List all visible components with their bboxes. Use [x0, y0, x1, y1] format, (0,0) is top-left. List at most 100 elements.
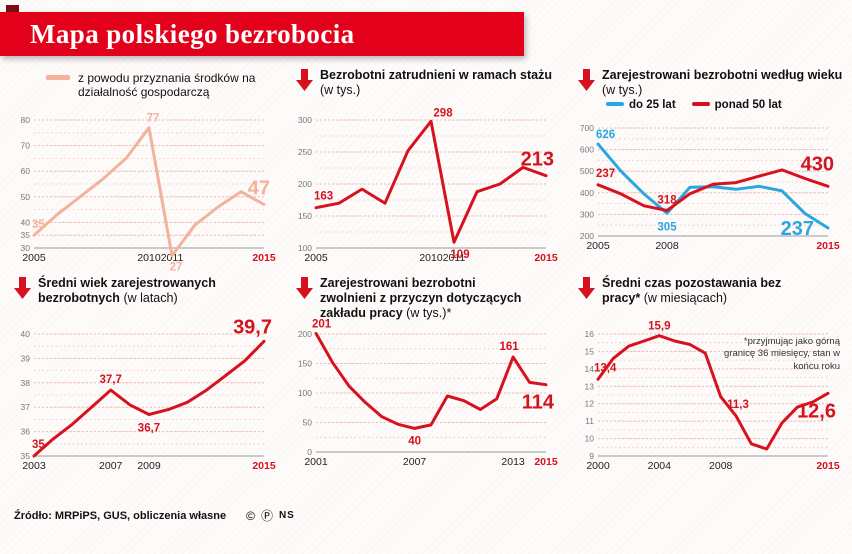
- header-banner: Mapa polskiego bezrobocia: [0, 5, 524, 56]
- copyright-icon: ©: [246, 508, 255, 523]
- svg-text:60: 60: [21, 166, 31, 176]
- chart-card-internships: Bezrobotni zatrudnieni w ramach stażu (w…: [290, 66, 564, 264]
- svg-text:2001: 2001: [304, 456, 328, 468]
- line-chart-layoffs: 0 50 100 150 200 2001 2007 2013 2015 201 40 161 114: [298, 319, 558, 469]
- chart-title-layoffs: Zarejestrowani bezrobotni zwolnieni z pr…: [320, 276, 522, 320]
- svg-text:2004: 2004: [648, 460, 672, 472]
- svg-text:40: 40: [21, 217, 31, 227]
- svg-text:35: 35: [32, 219, 45, 231]
- down-arrow-icon: [578, 277, 595, 299]
- svg-text:35: 35: [21, 451, 31, 461]
- ribbon-fold-icon: [6, 5, 19, 12]
- svg-text:36: 36: [21, 427, 31, 437]
- svg-text:70: 70: [21, 141, 31, 151]
- svg-text:237: 237: [781, 218, 814, 240]
- svg-text:2010: 2010: [419, 252, 443, 264]
- svg-text:200: 200: [298, 179, 312, 189]
- down-arrow-icon: [578, 69, 595, 91]
- footnote: *przyjmując jako górną granicę 36 miesię…: [724, 336, 840, 372]
- svg-text:161: 161: [500, 341, 520, 353]
- chart-title-average-age: Średni wiek zarejestrowanych bezrobotnyc…: [38, 276, 216, 305]
- down-arrow-icon: [14, 277, 31, 299]
- svg-text:11: 11: [585, 416, 594, 426]
- svg-text:2005: 2005: [586, 240, 610, 252]
- svg-text:11,3: 11,3: [727, 399, 749, 411]
- svg-text:50: 50: [21, 192, 31, 202]
- chart-title-duration: Średni czas pozostawania bez pracy* (w m…: [602, 276, 782, 305]
- svg-text:2015: 2015: [816, 240, 840, 252]
- svg-text:100: 100: [298, 243, 312, 253]
- legend-grants: z powodu przyznania środków na działalno…: [8, 66, 282, 106]
- svg-text:12: 12: [585, 399, 595, 409]
- svg-text:37,7: 37,7: [100, 374, 122, 386]
- phonogram-icon: Ⓟ: [260, 509, 273, 523]
- chart-header-by-age: Zarejestrowani bezrobotni według wieku (…: [572, 66, 846, 98]
- svg-text:2011: 2011: [161, 252, 184, 264]
- line-chart-duration: 9 10 11 12 13 14 15 16 2000 2004 2008 2015 13,4 15,9 1…: [585, 321, 840, 472]
- svg-text:38: 38: [21, 378, 31, 388]
- svg-text:700: 700: [580, 123, 594, 133]
- svg-text:2015: 2015: [252, 252, 276, 264]
- svg-text:200: 200: [298, 329, 312, 339]
- charts-grid: z powodu przyznania środków na działalno…: [8, 66, 846, 472]
- svg-text:213: 213: [521, 149, 554, 171]
- svg-text:2007: 2007: [403, 456, 427, 468]
- line-chart-internships: 100 150 200 250 300 2005 2010 2011 2015 163 298 109…: [298, 107, 558, 264]
- svg-text:150: 150: [298, 211, 312, 221]
- svg-text:2015: 2015: [252, 460, 276, 472]
- chart-card-grants: z powodu przyznania środków na działalno…: [8, 66, 282, 274]
- legend-swatch-red: [691, 102, 710, 107]
- svg-text:163: 163: [314, 191, 333, 203]
- svg-text:2003: 2003: [22, 460, 46, 472]
- chart-card-duration: Średni czas pozostawania bez pracy* (w m…: [572, 274, 846, 472]
- svg-text:250: 250: [298, 147, 312, 157]
- agency-mark: NS: [278, 510, 295, 521]
- svg-text:35: 35: [21, 230, 31, 240]
- svg-text:0: 0: [307, 447, 312, 457]
- svg-text:2015: 2015: [534, 252, 558, 264]
- svg-text:100: 100: [298, 388, 312, 398]
- chart-header-duration: Średni czas pozostawania bez pracy* (w m…: [572, 274, 846, 320]
- svg-text:50: 50: [303, 418, 313, 428]
- svg-text:2011: 2011: [443, 252, 466, 264]
- chart-card-average-age: Średni wiek zarejestrowanych bezrobotnyc…: [8, 274, 282, 472]
- svg-text:500: 500: [580, 166, 594, 176]
- chart-card-by-age: Zarejestrowani bezrobotni według wieku (…: [572, 66, 846, 264]
- svg-text:80: 80: [21, 115, 31, 125]
- source-text: Źródło: MRPiPS, GUS, obliczenia własne: [14, 509, 227, 522]
- svg-text:2015: 2015: [534, 456, 558, 468]
- svg-text:430: 430: [801, 153, 834, 175]
- legend-label-grants: z powodu przyznania środków na działalno…: [78, 71, 256, 100]
- svg-text:2013: 2013: [501, 456, 525, 468]
- legend-swatch-salmon: [46, 75, 70, 80]
- chart-card-layoffs: Zarejestrowani bezrobotni zwolnieni z pr…: [290, 274, 564, 472]
- chart-header-layoffs: Zarejestrowani bezrobotni zwolnieni z pr…: [290, 274, 564, 320]
- svg-text:27: 27: [170, 262, 183, 274]
- svg-text:16: 16: [585, 329, 595, 339]
- down-arrow-icon: [296, 277, 313, 299]
- svg-text:36,7: 36,7: [138, 423, 160, 435]
- svg-text:400: 400: [580, 187, 594, 197]
- svg-text:2007: 2007: [99, 460, 123, 472]
- svg-text:30: 30: [21, 243, 31, 253]
- svg-text:2000: 2000: [586, 460, 610, 472]
- svg-text:600: 600: [580, 144, 594, 154]
- down-arrow-icon: [296, 69, 313, 91]
- svg-text:150: 150: [298, 359, 312, 369]
- svg-text:2008: 2008: [655, 240, 679, 252]
- svg-text:2005: 2005: [304, 252, 328, 264]
- svg-text:2015: 2015: [816, 460, 840, 472]
- svg-text:12,6: 12,6: [797, 400, 836, 422]
- svg-text:237: 237: [596, 167, 615, 179]
- legend-swatch-blue: [606, 102, 624, 107]
- svg-text:305: 305: [657, 221, 677, 233]
- svg-text:2010: 2010: [137, 252, 161, 264]
- svg-text:200: 200: [580, 231, 594, 241]
- svg-text:9: 9: [589, 451, 594, 461]
- svg-text:37: 37: [21, 402, 31, 412]
- page-title: Mapa polskiego bezrobocia: [30, 18, 355, 49]
- svg-text:2005: 2005: [22, 252, 46, 264]
- svg-text:47: 47: [248, 178, 270, 200]
- legend-item-under-25: do 25 lat: [606, 99, 676, 111]
